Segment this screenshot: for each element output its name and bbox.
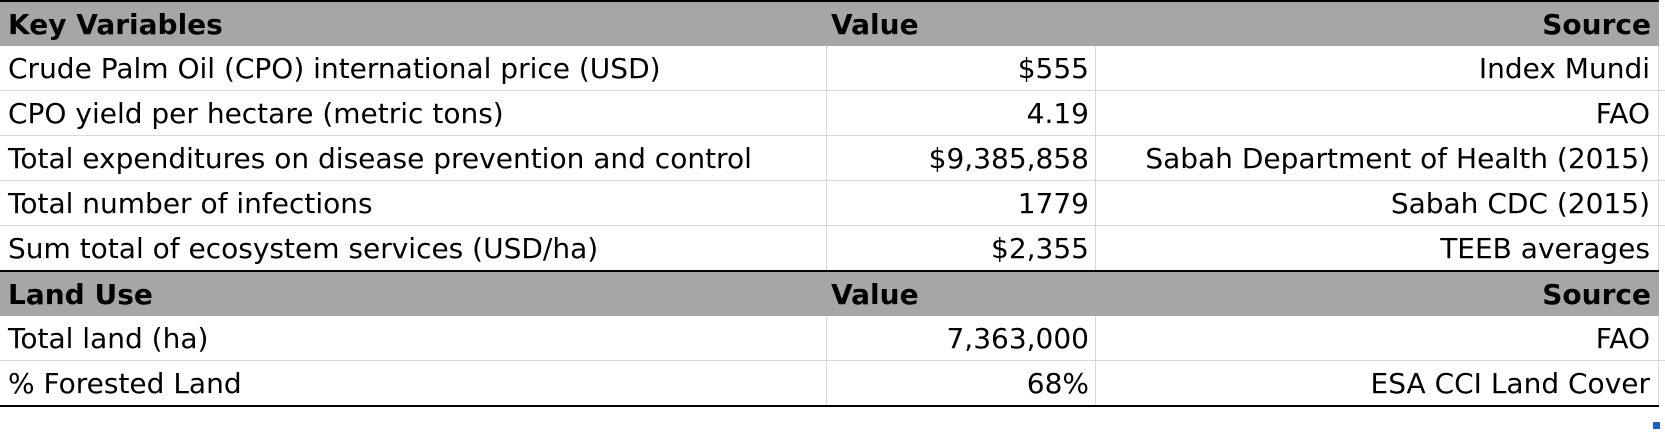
header-cell-source[interactable]: Source — [1096, 272, 1659, 316]
table-row: Crude Palm Oil (CPO) international price… — [0, 46, 1665, 91]
table-row: CPO yield per hectare (metric tons) 4.19… — [0, 91, 1665, 136]
value-cell[interactable]: 4.19 — [827, 91, 1096, 136]
label-cell[interactable]: Sum total of ecosystem services (USD/ha) — [0, 226, 827, 270]
value-cell[interactable]: $2,355 — [827, 226, 1096, 270]
bottom-border — [0, 405, 1659, 407]
table-row: Total number of infections 1779 Sabah CD… — [0, 181, 1665, 226]
source-cell[interactable]: FAO — [1096, 91, 1659, 136]
top-border — [0, 0, 1659, 2]
source-cell[interactable]: ESA CCI Land Cover — [1096, 361, 1659, 405]
label-cell[interactable]: CPO yield per hectare (metric tons) — [0, 91, 827, 136]
source-cell[interactable]: TEEB averages — [1096, 226, 1659, 270]
label-cell[interactable]: Total expenditures on disease prevention… — [0, 136, 827, 181]
label-cell[interactable]: Total number of infections — [0, 181, 827, 226]
empty-cell[interactable] — [1659, 361, 1665, 405]
empty-cell[interactable] — [1659, 316, 1665, 361]
label-cell[interactable]: Crude Palm Oil (CPO) international price… — [0, 46, 827, 91]
empty-cell[interactable] — [1659, 91, 1665, 136]
value-cell[interactable]: 1779 — [827, 181, 1096, 226]
header-cell-value[interactable]: Value — [827, 2, 1096, 46]
header-row-key-variables: Key Variables Value Source — [0, 2, 1665, 46]
fill-handle-icon[interactable] — [1653, 422, 1660, 429]
empty-cell[interactable] — [1659, 136, 1665, 181]
table-row: Sum total of ecosystem services (USD/ha)… — [0, 226, 1665, 270]
header-cell-source[interactable]: Source — [1096, 2, 1659, 46]
value-cell[interactable]: 7,363,000 — [827, 316, 1096, 361]
header-cell-value[interactable]: Value — [827, 272, 1096, 316]
empty-cell[interactable] — [1659, 272, 1665, 316]
empty-cell[interactable] — [1659, 181, 1665, 226]
empty-cell[interactable] — [1659, 226, 1665, 270]
label-cell[interactable]: % Forested Land — [0, 361, 827, 405]
table-row: Total expenditures on disease prevention… — [0, 136, 1665, 181]
empty-cell[interactable] — [1659, 2, 1665, 46]
source-cell[interactable]: FAO — [1096, 316, 1659, 361]
value-cell[interactable]: $9,385,858 — [827, 136, 1096, 181]
value-cell[interactable]: 68% — [827, 361, 1096, 405]
source-cell[interactable]: Sabah CDC (2015) — [1096, 181, 1659, 226]
section-divider — [0, 270, 1659, 272]
source-cell[interactable]: Sabah Department of Health (2015) — [1096, 136, 1659, 181]
table-row: Total land (ha) 7,363,000 FAO — [0, 316, 1665, 361]
header-cell-land-use[interactable]: Land Use — [0, 272, 827, 316]
empty-cell[interactable] — [1659, 46, 1665, 91]
label-cell[interactable]: Total land (ha) — [0, 316, 827, 361]
source-cell[interactable]: Index Mundi — [1096, 46, 1659, 91]
header-row-land-use: Land Use Value Source — [0, 272, 1665, 316]
value-cell[interactable]: $555 — [827, 46, 1096, 91]
table-row: % Forested Land 68% ESA CCI Land Cover — [0, 361, 1665, 405]
header-cell-key-variables[interactable]: Key Variables — [0, 2, 827, 46]
